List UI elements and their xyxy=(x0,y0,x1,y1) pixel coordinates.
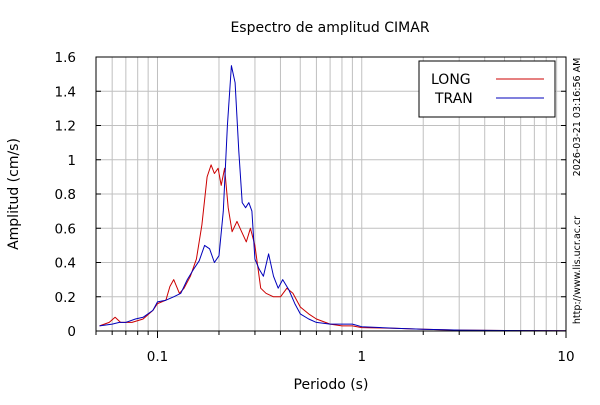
grid xyxy=(95,56,566,332)
legend-label-long: LONG xyxy=(431,72,471,88)
x-tick-label: 1 xyxy=(357,349,366,365)
y-axis-label: Amplitud (cm/s) xyxy=(6,138,22,250)
x-tick-label: 10 xyxy=(557,349,574,365)
y-tick-label: 1 xyxy=(67,153,76,169)
axis-ticks: 0 0.2 0.4 0.6 0.8 1 1.2 1.4 1.6 0.1 1 10 xyxy=(55,50,575,365)
x-axis-label: Periodo (s) xyxy=(294,377,369,393)
legend-label-tran: TRAN xyxy=(434,91,473,107)
chart-title: Espectro de amplitud CIMAR xyxy=(230,20,429,36)
y-tick-label: 0 xyxy=(67,324,76,340)
y-tick-label: 1.6 xyxy=(55,50,76,66)
y-tick-label: 0.6 xyxy=(55,221,76,237)
series-lines xyxy=(99,65,567,332)
timestamp-label: 2026-03-21 03:16:56 AM xyxy=(572,58,583,177)
y-tick-label: 1.4 xyxy=(55,84,76,100)
y-tick-label: 1.2 xyxy=(55,119,76,135)
website-label: http://www.lis.ucr.ac.cr xyxy=(572,216,583,324)
legend: LONG TRAN xyxy=(418,60,556,118)
y-tick-label: 0.8 xyxy=(55,187,76,203)
x-tick-label: 0.1 xyxy=(147,349,168,365)
series-line-tran xyxy=(99,65,567,332)
y-tick-label: 0.4 xyxy=(55,256,76,272)
series-line-long xyxy=(99,164,567,332)
y-tick-label: 0.2 xyxy=(55,290,76,306)
legend-box xyxy=(418,60,556,118)
